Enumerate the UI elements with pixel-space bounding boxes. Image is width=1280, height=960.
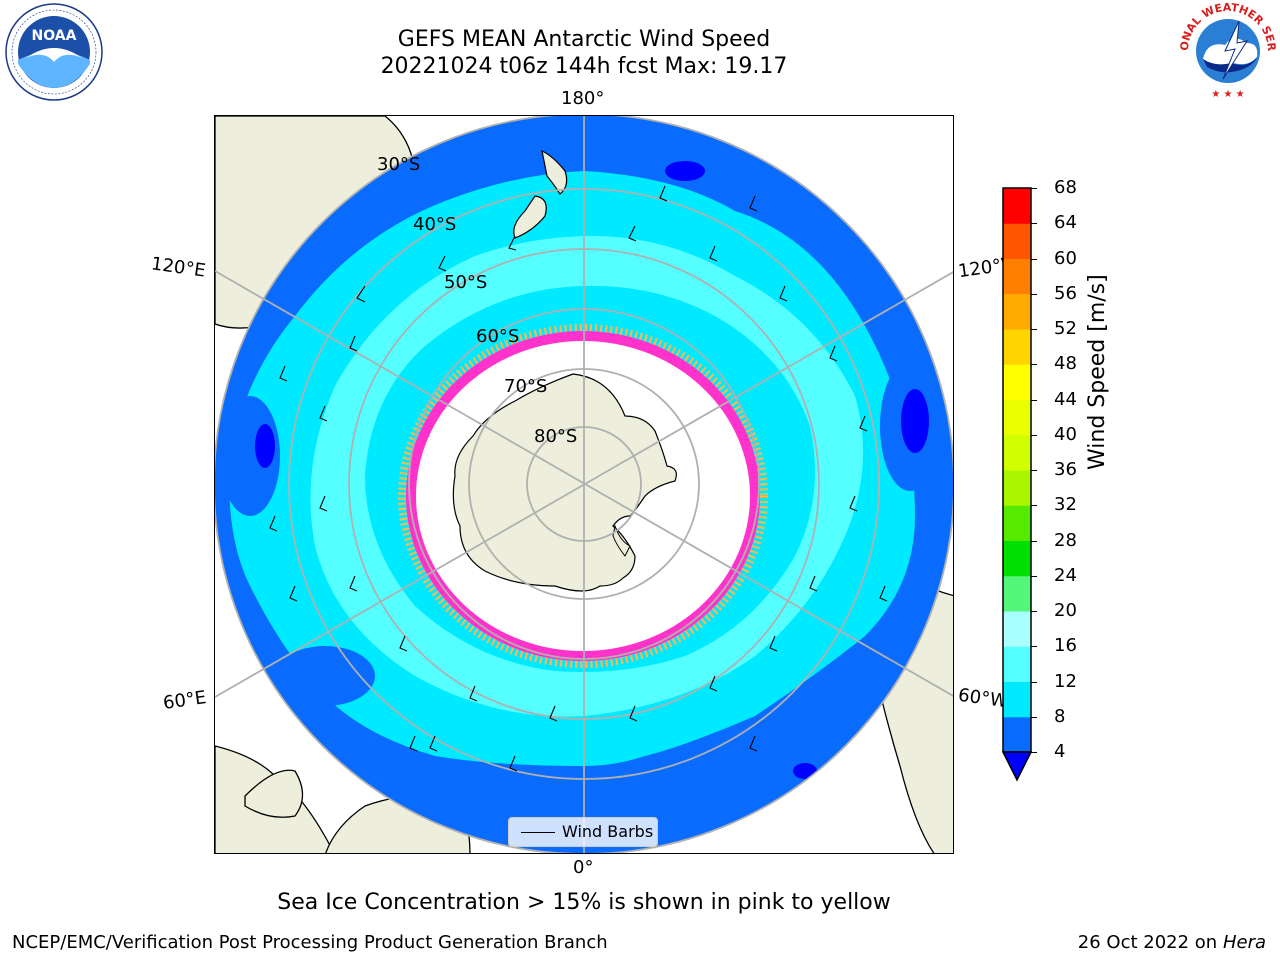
- lon-label-60e: 60°E: [161, 687, 208, 714]
- colorbar-tick-mark: [1031, 329, 1037, 330]
- colorbar-tick-label: 32: [1054, 494, 1077, 516]
- colorbar-tick-label: 56: [1054, 282, 1077, 304]
- colorbar-tick-mark: [1031, 540, 1037, 542]
- lon-label-60w: 60°W: [956, 684, 1009, 713]
- colorbar-segment: [1003, 258, 1031, 295]
- colorbar-segment: [1003, 716, 1031, 753]
- colorbar-tick-label: 40: [1054, 423, 1077, 445]
- colorbar-tick-label: 20: [1054, 600, 1077, 621]
- legend-label: Wind Barbs: [562, 822, 654, 841]
- nws-logo: NATIONAL WEATHER SERVICE ★ ★ ★: [1172, 0, 1279, 101]
- polar-map: 30°S 40°S 50°S 60°S 70°S 80°S: [215, 116, 953, 853]
- footer-date-text: 26 Oct 2022 on: [1077, 932, 1218, 953]
- svg-text:★ ★ ★: ★ ★ ★: [1211, 89, 1244, 100]
- graticule: [215, 116, 953, 853]
- colorbar-tick-label: 8: [1054, 705, 1066, 727]
- colorbar-tick-mark: [1031, 188, 1037, 189]
- colorbar-tick-label: 12: [1054, 670, 1077, 692]
- lat-label-80s: 80°S: [534, 426, 577, 447]
- colorbar-tick-mark: [1031, 752, 1037, 753]
- colorbar-segment: [1003, 434, 1031, 471]
- colorbar-tick-mark: [1031, 364, 1037, 366]
- colorbar-segment: [1003, 188, 1031, 224]
- colorbar-tick-mark: [1031, 434, 1037, 436]
- footer-machine: Hera: [1222, 932, 1266, 953]
- lat-label-60s: 60°S: [476, 326, 519, 347]
- colorbar-tick-mark: [1031, 258, 1037, 260]
- colorbar-segment: [1003, 505, 1031, 541]
- colorbar-tick-label: 48: [1054, 353, 1077, 375]
- colorbar-tick-mark: [1031, 575, 1037, 577]
- lat-label-50s: 50°S: [444, 272, 487, 293]
- colorbar-tick-label: 28: [1054, 529, 1077, 551]
- colorbar-tick-label: 60: [1054, 247, 1077, 269]
- lat-label-40s: 40°S: [413, 214, 456, 235]
- colorbar-tick-label: 16: [1054, 635, 1077, 657]
- map-subtitle: 20221024 t06z 144h fcst Max: 19.17: [380, 54, 788, 79]
- colorbar-tick-label: 52: [1054, 318, 1077, 339]
- colorbar-segment: [1003, 364, 1031, 400]
- sea-ice-caption: Sea Ice Concentration > 15% is shown in …: [277, 890, 891, 915]
- colorbar-tick-mark: [1031, 611, 1037, 612]
- legend-line: [521, 832, 555, 833]
- noaa-logo: NOAA: [4, 2, 104, 102]
- new-zealand: [513, 149, 568, 239]
- colorbar-tick-mark: [1031, 681, 1037, 683]
- colorbar-tick-mark: [1031, 223, 1037, 225]
- colorbar-tick-mark: [1031, 716, 1037, 718]
- colorbar-segment: [1003, 329, 1031, 365]
- lon-label-180: 180°: [561, 88, 605, 109]
- map-title: GEFS MEAN Antarctic Wind Speed: [397, 27, 771, 52]
- colorbar-tick-mark: [1031, 399, 1037, 401]
- lat-label-30s: 30°S: [377, 154, 420, 175]
- colorbar-extend-arrow: [1001, 751, 1033, 782]
- footer-date: 26 Oct 2022 on Hera: [1078, 932, 1266, 953]
- colorbar-segment: [1003, 399, 1031, 436]
- wind-barbs-legend: Wind Barbs: [508, 817, 658, 847]
- colorbar-segment: [1003, 575, 1031, 612]
- noaa-logo-text: NOAA: [32, 28, 77, 44]
- colorbar-segment: [1003, 293, 1031, 330]
- colorbar-segment: [1003, 646, 1031, 682]
- lon-label-0: 0°: [573, 857, 594, 878]
- colorbar-tick-mark: [1031, 293, 1037, 295]
- colorbar-segment: [1003, 470, 1031, 506]
- colorbar-segment: [1003, 611, 1031, 647]
- lat-label-70s: 70°S: [504, 376, 547, 397]
- wind-barbs: [269, 185, 888, 772]
- colorbar-tick-label: 24: [1054, 564, 1077, 586]
- colorbar-segment: [1003, 681, 1031, 718]
- colorbar-tick-label: 36: [1054, 459, 1077, 480]
- colorbar-title: Wind Speed [m/s]: [1085, 274, 1110, 470]
- colorbar-tick-mark: [1031, 470, 1037, 471]
- lon-label-120e: 120°E: [149, 253, 207, 282]
- colorbar-tick-label: 44: [1054, 388, 1077, 410]
- footer-branch: NCEP/EMC/Verification Post Processing Pr…: [12, 932, 608, 953]
- colorbar-tick-mark: [1031, 505, 1037, 507]
- colorbar-tick-label: 68: [1054, 177, 1077, 198]
- colorbar-segment: [1003, 223, 1031, 259]
- colorbar-tick-mark: [1031, 646, 1037, 648]
- colorbar-segment: [1003, 540, 1031, 577]
- colorbar-tick-label: 4: [1054, 741, 1066, 762]
- colorbar-tick-label: 64: [1054, 212, 1077, 234]
- colorbar: [1001, 187, 1033, 782]
- map-panel[interactable]: 30°S 40°S 50°S 60°S 70°S 80°S: [214, 115, 954, 854]
